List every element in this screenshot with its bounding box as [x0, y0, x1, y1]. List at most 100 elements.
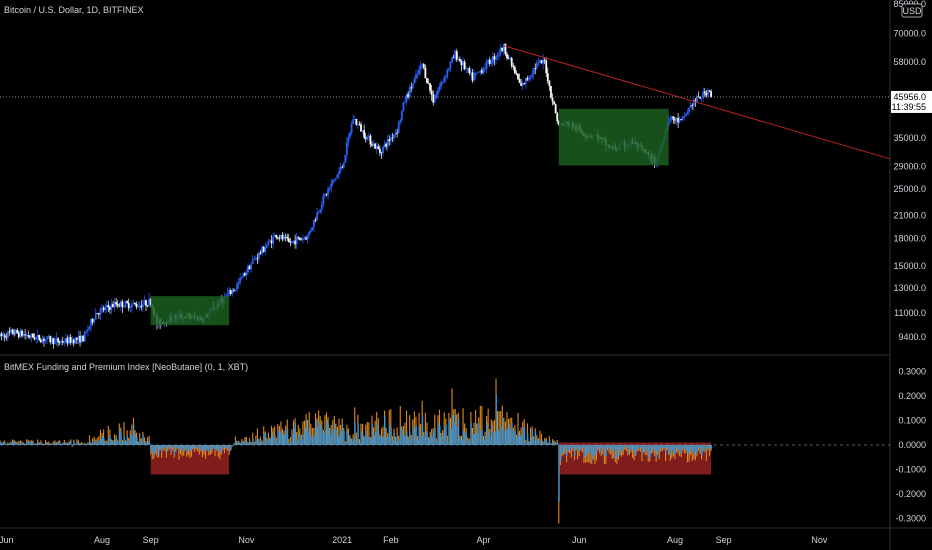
- candle-body: [502, 43, 505, 51]
- candle-89: [137, 301, 140, 308]
- candle-175: [272, 232, 275, 249]
- candle-body: [686, 112, 689, 115]
- time-tick-label: Jun: [0, 535, 14, 545]
- candle-body: [91, 319, 94, 323]
- candle-body: [487, 59, 490, 62]
- candle-body: [339, 167, 342, 172]
- consolidation-box-1: [150, 296, 230, 326]
- candle-236: [367, 131, 370, 142]
- candle-body: [140, 305, 143, 308]
- candle-body: [335, 177, 337, 180]
- candle-body: [58, 342, 61, 343]
- candle-body: [245, 272, 248, 276]
- candle-body: [22, 334, 25, 336]
- candle-body: [88, 326, 91, 330]
- candle-body: [328, 187, 331, 190]
- candle-146: [226, 287, 229, 298]
- candle-71: [108, 305, 111, 314]
- candle-8: [10, 327, 12, 334]
- candle-body: [352, 119, 355, 125]
- candle-352: [550, 85, 552, 99]
- candle-body: [305, 237, 307, 240]
- candle-330: [515, 70, 518, 76]
- price-tick-label: 9400.0: [898, 332, 926, 342]
- candle-73: [112, 301, 114, 308]
- candle-body: [361, 130, 364, 132]
- candle-body: [113, 302, 116, 308]
- candle-body: [405, 94, 408, 102]
- candle-198: [308, 230, 311, 238]
- candle-body: [96, 313, 99, 314]
- candle-body: [418, 69, 421, 74]
- candle-body: [262, 246, 265, 252]
- candle-331: [517, 73, 519, 80]
- candle-body: [66, 338, 69, 344]
- candle-237: [369, 134, 372, 148]
- indicator-tick-label: -0.3000: [895, 514, 926, 524]
- candle-body: [499, 47, 502, 54]
- candle-body: [118, 305, 121, 307]
- candle-body: [692, 100, 695, 106]
- candle-314: [490, 58, 493, 67]
- candle-body: [237, 282, 240, 285]
- candle-body: [408, 87, 411, 98]
- candle-56: [85, 329, 88, 334]
- candle-body: [441, 81, 444, 83]
- candle-44: [66, 335, 69, 347]
- candle-body: [422, 64, 425, 68]
- candle-body: [383, 143, 386, 147]
- candle-271: [422, 62, 425, 70]
- candle-body: [535, 62, 538, 69]
- candle-232: [361, 130, 364, 134]
- candle-body: [242, 273, 245, 278]
- candle-body: [523, 83, 526, 85]
- candle-body: [124, 301, 127, 307]
- candle-265: [413, 76, 416, 84]
- candle-body: [554, 104, 557, 114]
- candle-347: [542, 53, 545, 70]
- candle-body: [82, 335, 85, 342]
- candle-230: [358, 121, 361, 126]
- candle-body: [349, 132, 351, 137]
- candle-body: [265, 245, 268, 249]
- candle-body: [377, 146, 380, 150]
- candle-body: [498, 53, 501, 56]
- candle-body: [278, 237, 281, 239]
- candle-349: [545, 56, 548, 77]
- candle-337: [526, 75, 529, 82]
- candle-body: [513, 67, 516, 73]
- candle-body: [521, 83, 524, 86]
- candle-192: [298, 237, 301, 241]
- candle-body: [320, 204, 323, 210]
- candle-body: [83, 331, 86, 342]
- candle-body: [372, 143, 375, 146]
- candle-body: [10, 329, 12, 332]
- candle-253: [394, 129, 397, 138]
- candle-276: [430, 84, 433, 101]
- candle-161: [250, 261, 253, 273]
- funding-bars-layer: [0, 378, 890, 524]
- candle-162: [251, 254, 254, 264]
- candle-39: [58, 340, 61, 346]
- candle-body: [148, 298, 151, 306]
- candle-body: [553, 101, 555, 105]
- candle-body: [410, 87, 413, 89]
- currency-badge[interactable]: USD: [901, 3, 923, 18]
- candle-body: [3, 335, 6, 337]
- candle-body: [708, 90, 711, 92]
- candle-body: [97, 313, 100, 315]
- candle-body: [680, 119, 683, 120]
- candle-body: [110, 304, 113, 310]
- candle-435: [680, 118, 683, 121]
- candle-433: [677, 112, 679, 129]
- candle-body: [466, 68, 469, 69]
- candle-219: [341, 164, 344, 169]
- candle-257: [400, 110, 403, 123]
- candle-body: [531, 74, 534, 76]
- candle-333: [520, 78, 523, 87]
- candle-343: [535, 59, 538, 70]
- candle-452: [707, 88, 709, 100]
- indicator-tick-label: 0.3000: [898, 366, 926, 376]
